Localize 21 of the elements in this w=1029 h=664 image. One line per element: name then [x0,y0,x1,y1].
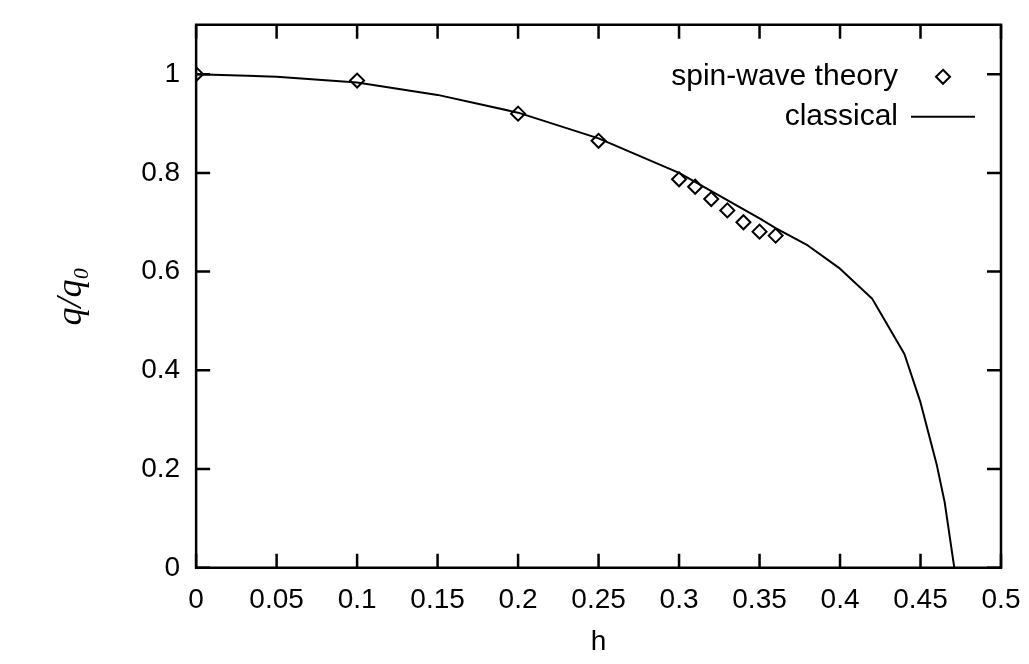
legend-label: spin-wave theory [671,58,898,92]
x-tick-label: 0.3 [659,583,699,615]
y-tick-label: 1 [164,56,181,88]
y-axis-title: q/q₀ [49,267,90,326]
y-tick-label: 0.4 [141,353,181,385]
x-axis-title: h [590,624,607,656]
x-tick-label: 0.4 [820,583,860,615]
x-tick-label: 0.15 [410,583,465,615]
x-tick-label: 0.05 [249,583,304,615]
x-tick-label: 0.35 [732,583,787,615]
y-tick-label: 0.2 [141,451,181,483]
x-tick-label: 0.1 [337,583,377,615]
x-tick-label: 0.25 [571,583,626,615]
x-tick-label: 0 [188,583,204,615]
x-tick-label: 0.2 [498,583,538,615]
legend-label: classical [784,98,898,132]
x-tick-label: 0.5 [981,583,1021,615]
y-tick-label: 0.8 [141,155,181,187]
y-tick-label: 0.6 [141,254,181,286]
x-tick-label: 0.45 [893,583,948,615]
y-tick-label: 0 [164,550,181,582]
